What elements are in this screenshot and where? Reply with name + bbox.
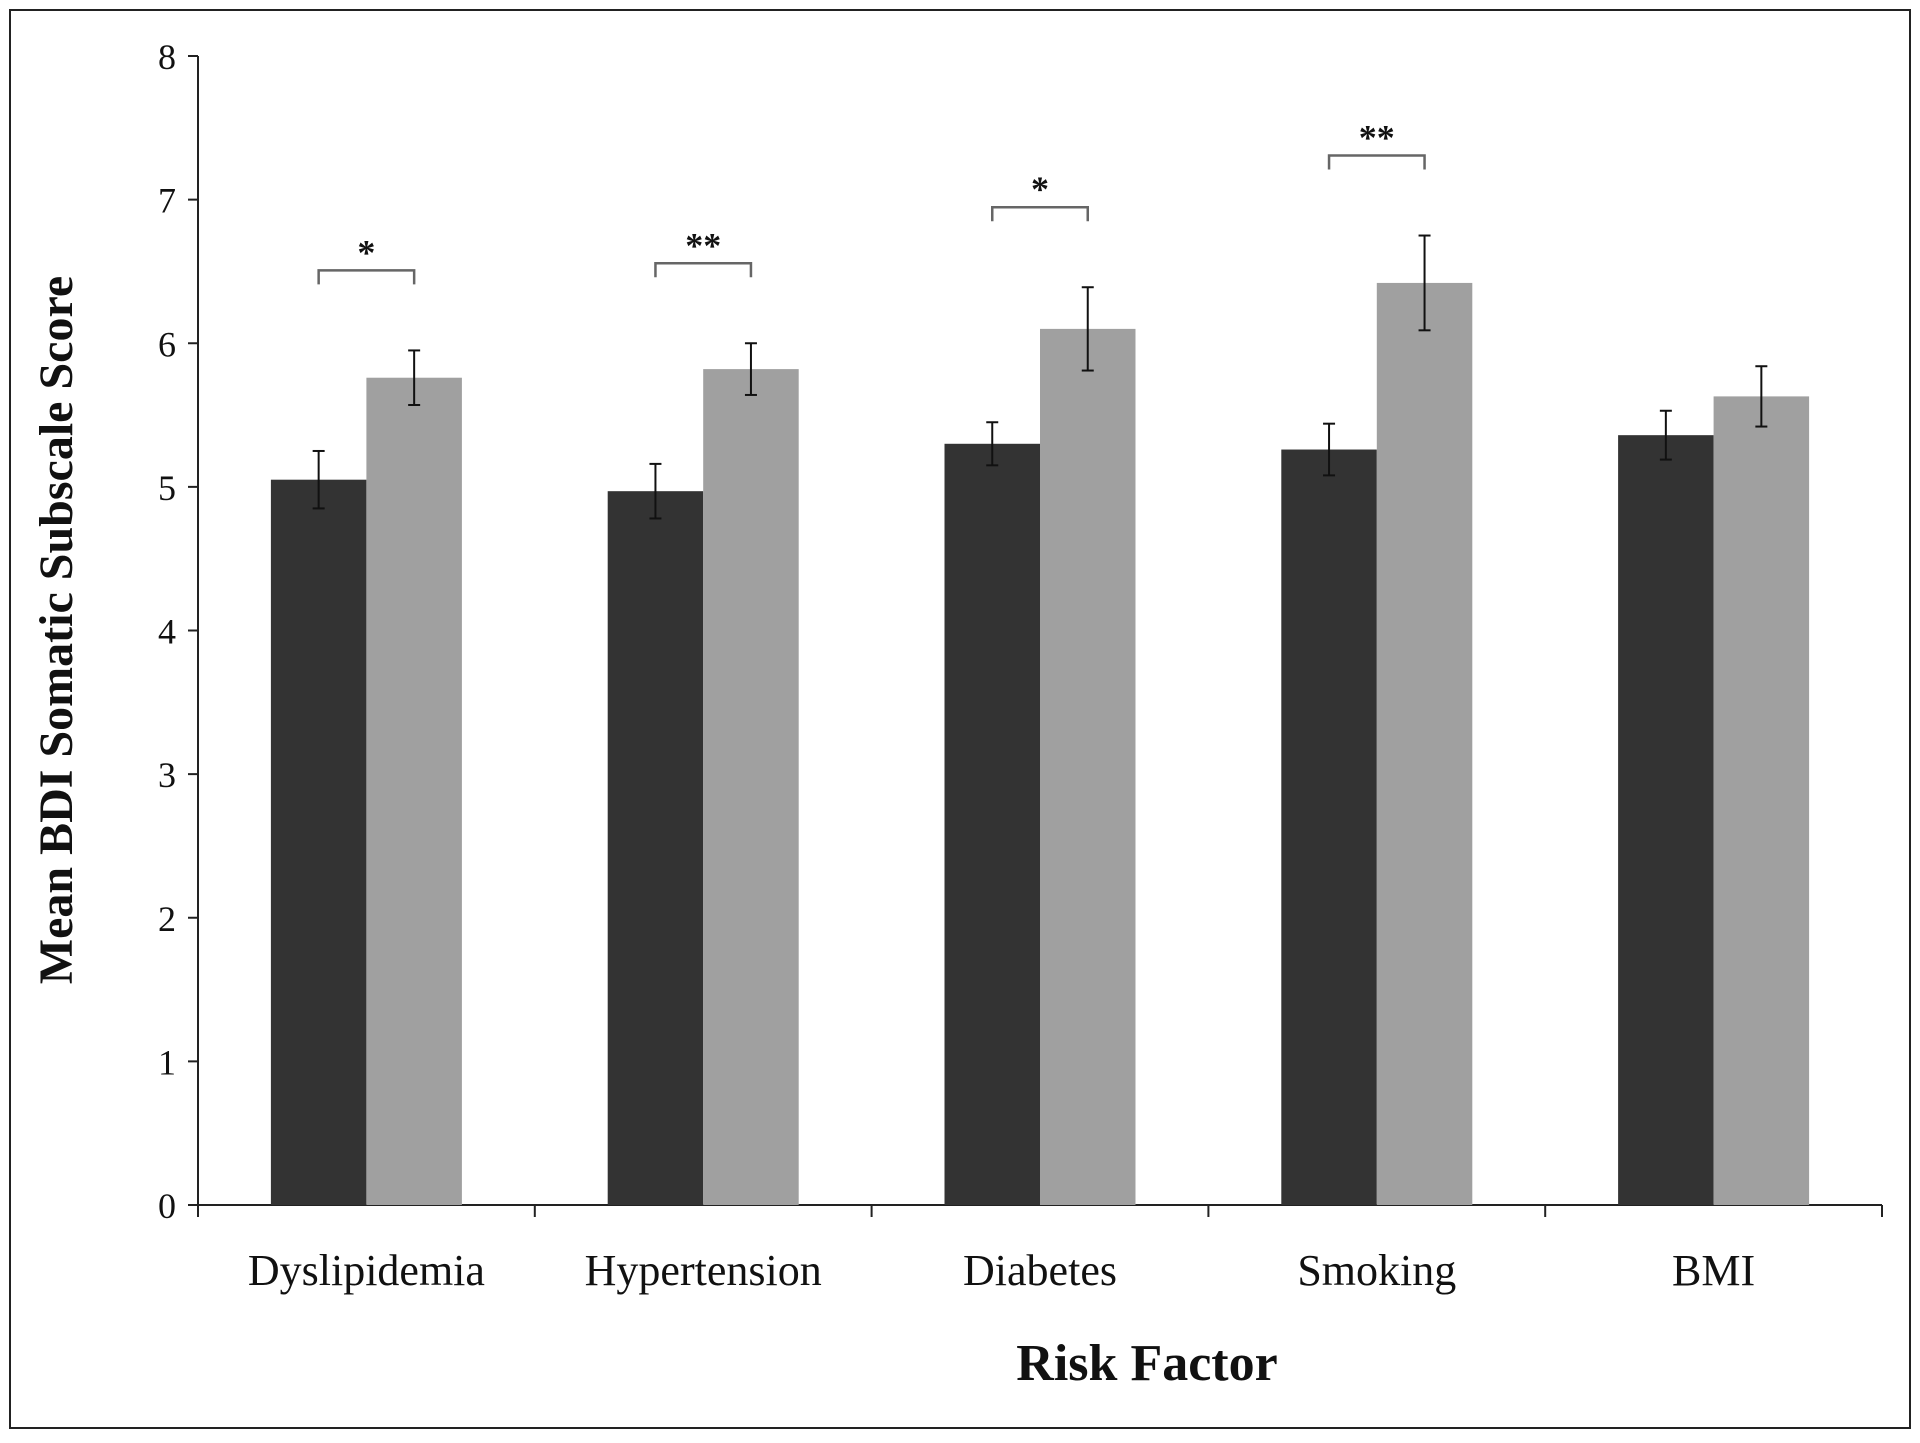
significance-bracket bbox=[317, 269, 416, 285]
x-tick-label: Dyslipidemia bbox=[248, 1246, 485, 1295]
y-tick-label: 3 bbox=[158, 755, 176, 795]
bar bbox=[1040, 328, 1136, 1205]
bar bbox=[1713, 396, 1810, 1205]
bar bbox=[1281, 449, 1377, 1206]
bar bbox=[703, 369, 799, 1205]
significance-bracket bbox=[1327, 154, 1426, 170]
bar bbox=[366, 377, 462, 1206]
x-tick-label: BMI bbox=[1672, 1246, 1755, 1295]
bar bbox=[607, 491, 704, 1206]
significance-label: * bbox=[1031, 169, 1049, 209]
significance-bracket bbox=[654, 262, 753, 278]
bar bbox=[1618, 435, 1714, 1205]
x-tick-label: Hypertension bbox=[585, 1246, 822, 1295]
bar bbox=[1376, 282, 1473, 1205]
significance-label: * bbox=[357, 232, 375, 272]
x-tick-label: Smoking bbox=[1297, 1246, 1456, 1295]
y-tick-label: 1 bbox=[158, 1042, 176, 1082]
significance-label: ** bbox=[1359, 118, 1395, 158]
y-tick-label: 5 bbox=[158, 468, 176, 508]
y-tick-label: 4 bbox=[158, 612, 176, 652]
bar bbox=[944, 443, 1040, 1206]
y-tick-label: 2 bbox=[158, 899, 176, 939]
y-tick-label: 7 bbox=[158, 181, 176, 221]
significance-label: ** bbox=[685, 225, 721, 265]
bar bbox=[270, 479, 367, 1206]
y-axis-title: Mean BDI Somatic Subscale Score bbox=[30, 276, 83, 984]
significance-bracket bbox=[991, 205, 1089, 222]
y-tick-label: 0 bbox=[158, 1186, 176, 1226]
y-tick-label: 6 bbox=[158, 324, 176, 364]
x-axis-title: Risk Factor bbox=[1016, 1335, 1277, 1392]
x-tick-label: Diabetes bbox=[963, 1246, 1117, 1295]
y-tick-label: 8 bbox=[158, 37, 176, 77]
